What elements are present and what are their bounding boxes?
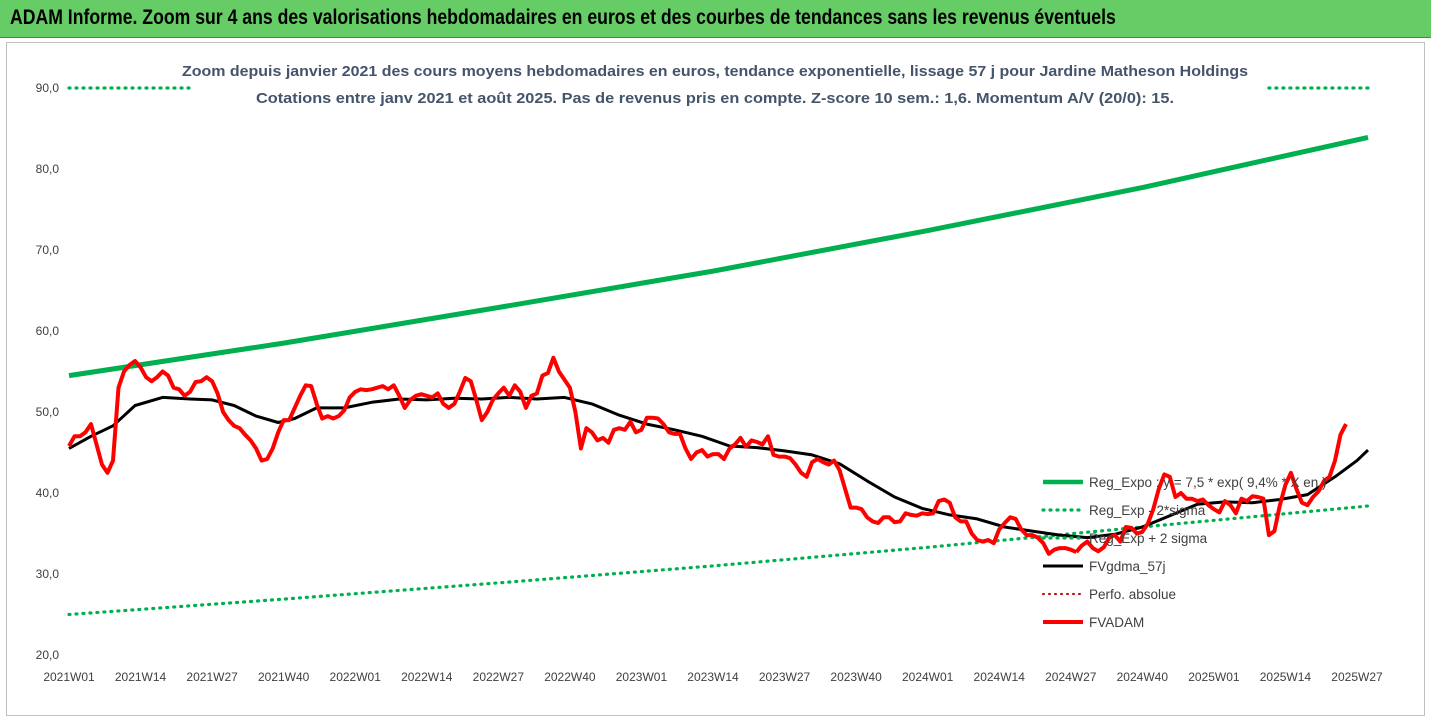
x-tick-label: 2024W27 [1045, 670, 1097, 684]
x-tick-label: 2022W14 [401, 670, 453, 684]
legend: Reg_Expo : y = 7,5 * exp( 9,4% * X en ) R… [1041, 475, 1327, 630]
x-axis: 2021W01 2021W14 2021W27 2021W40 2022W01 2022W… [43, 670, 1383, 684]
series-line-3 [68, 395, 1370, 540]
x-tick-label: 2022W27 [473, 670, 525, 684]
report-title: ADAM Informe. Zoom sur 4 ans des valoris… [10, 6, 1116, 29]
legend-label-3: FVgdma_57j [1089, 559, 1166, 574]
legend-label-0: Reg_Expo : y = 7,5 * exp( 9,4% * X en ) [1089, 475, 1327, 490]
y-tick-label: 40,0 [36, 486, 60, 500]
x-tick-label: 2022W01 [330, 670, 382, 684]
series-line-5 [67, 355, 1078, 556]
y-tick-label: 30,0 [36, 567, 60, 581]
y-tick-label: 90,0 [36, 81, 60, 95]
chart-area: Zoom depuis janvier 2021 des cours moyen… [6, 42, 1425, 716]
x-tick-label: 2023W01 [616, 670, 668, 684]
x-tick-label: 2022W40 [544, 670, 596, 684]
x-tick-label: 2024W40 [1117, 670, 1169, 684]
y-axis: 20,0 30,0 40,0 50,0 60,0 70,0 80,0 90,0 [36, 81, 60, 662]
y-tick-label: 60,0 [36, 324, 60, 338]
x-tick-label: 2021W01 [43, 670, 95, 684]
chart-subtitle: Cotations entre janv 2021 et août 2025. … [256, 90, 1174, 107]
legend-label-1: Reg_Exp - 2*sigma [1089, 503, 1206, 518]
x-tick-label: 2025W01 [1188, 670, 1240, 684]
series-layer [67, 86, 1370, 617]
x-tick-label: 2023W40 [830, 670, 882, 684]
x-tick-label: 2024W14 [974, 670, 1026, 684]
legend-label-4: Perfo. absolue [1089, 587, 1176, 602]
y-tick-label: 70,0 [36, 243, 60, 257]
series-line-5-part2 [1074, 423, 1348, 554]
x-tick-label: 2025W27 [1331, 670, 1383, 684]
x-tick-label: 2023W27 [759, 670, 811, 684]
series-line-0 [68, 134, 1369, 379]
legend-label-5: FVADAM [1089, 615, 1144, 630]
chart-title: Zoom depuis janvier 2021 des cours moyen… [182, 63, 1248, 80]
x-tick-label: 2021W14 [115, 670, 167, 684]
x-tick-label: 2024W01 [902, 670, 954, 684]
x-tick-label: 2021W27 [186, 670, 238, 684]
legend-label-2: Reg_Exp + 2 sigma [1089, 531, 1208, 546]
x-tick-label: 2025W14 [1260, 670, 1312, 684]
line-chart: Zoom depuis janvier 2021 des cours moyen… [36, 63, 1383, 684]
y-tick-label: 80,0 [36, 162, 60, 176]
y-tick-label: 20,0 [36, 648, 60, 662]
x-tick-label: 2021W40 [258, 670, 310, 684]
y-tick-label: 50,0 [36, 405, 60, 419]
x-tick-label: 2023W14 [687, 670, 739, 684]
header-bar: ADAM Informe. Zoom sur 4 ans des valoris… [0, 0, 1431, 38]
